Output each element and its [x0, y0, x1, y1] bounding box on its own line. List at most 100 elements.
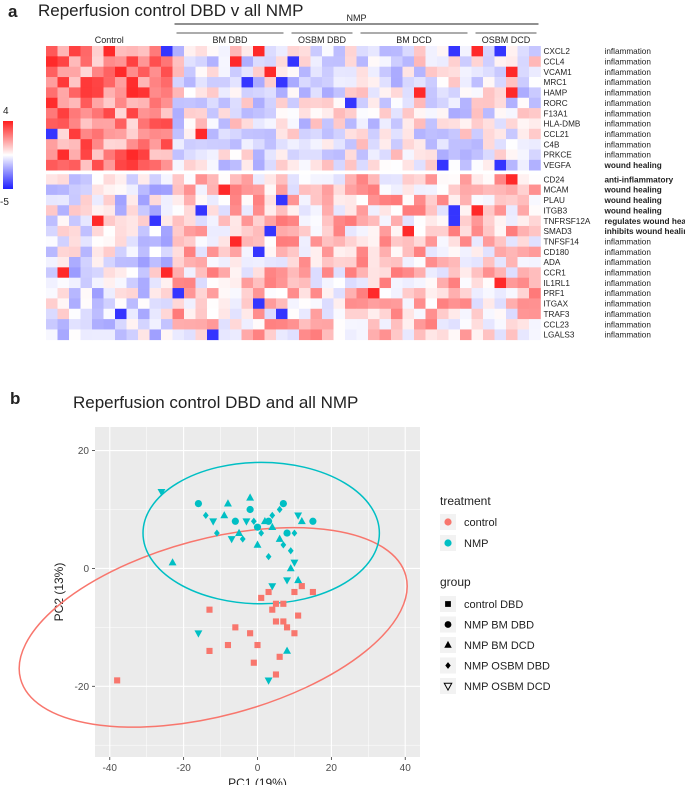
- heatmap-cell: [103, 215, 116, 227]
- heatmap-cell: [92, 288, 104, 299]
- point-nmp-bm-dcd: [297, 516, 306, 525]
- heatmap-cell: [299, 159, 311, 171]
- heatmap-cell: [276, 298, 288, 310]
- heatmap-cell: [161, 184, 173, 196]
- heatmap-cell: [299, 236, 311, 247]
- point-control-dbd: [232, 624, 239, 631]
- heatmap-cell: [517, 108, 530, 119]
- heatmap-cell: [207, 246, 219, 258]
- heatmap-cell: [448, 87, 461, 99]
- gene-label: LGALS3: [544, 331, 575, 340]
- heatmap-cell: [218, 108, 231, 119]
- heatmap-cell: [92, 77, 104, 88]
- legend-group-marker: [445, 662, 451, 669]
- heatmap-cell: [437, 308, 449, 320]
- point-nmp-bm-dbd: [194, 500, 203, 508]
- heatmap-cell: [310, 205, 323, 216]
- heatmap-cell: [207, 97, 219, 109]
- heatmap-cell: [230, 308, 242, 320]
- heatmap-cell: [310, 246, 323, 258]
- heatmap-cell: [207, 215, 219, 227]
- heatmap-cell: [253, 184, 265, 196]
- heatmap-cell: [80, 184, 93, 196]
- heatmap-cell: [402, 46, 415, 57]
- heatmap-cell: [264, 329, 277, 341]
- point-nmp-osbm-dbd: [287, 547, 294, 555]
- heatmap-cell: [218, 215, 231, 227]
- heatmap-cell: [414, 97, 426, 109]
- heatmap-cell: [57, 56, 70, 67]
- heatmap-cell: [126, 118, 139, 130]
- heatmap-cell: [356, 97, 369, 109]
- heatmap-cell: [103, 308, 116, 320]
- heatmap-cell: [230, 66, 242, 78]
- heatmap-cell: [161, 118, 173, 130]
- point-nmp-osbm-dcd: [290, 559, 299, 567]
- heatmap-cell: [391, 236, 403, 247]
- function-label: wound healing: [604, 186, 662, 195]
- heatmap-cell: [264, 194, 277, 206]
- heatmap-cell: [80, 215, 93, 227]
- heatmap-cell: [333, 267, 346, 278]
- heatmap-cell: [230, 288, 242, 299]
- heatmap-cell: [471, 174, 484, 185]
- heatmap-cell: [69, 225, 81, 237]
- heatmap-cell: [80, 139, 93, 150]
- heatmap-cell: [448, 97, 461, 109]
- heatmap-cell: [92, 205, 104, 216]
- heatmap-cell: [264, 56, 277, 67]
- heatmap-cell: [356, 215, 369, 227]
- heatmap-cell: [276, 277, 288, 289]
- heatmap-cell: [333, 128, 346, 140]
- heatmap-cell: [241, 308, 254, 320]
- heatmap-cell: [80, 319, 93, 330]
- function-label: inflammation: [605, 120, 652, 129]
- heatmap-cell: [207, 277, 219, 289]
- heatmap-cell: [425, 46, 438, 57]
- heatmap-cell: [506, 46, 518, 57]
- heatmap-cell: [494, 128, 507, 140]
- heatmap-cell: [253, 277, 265, 289]
- heatmap-cell: [195, 118, 208, 130]
- heatmap-cell: [494, 329, 507, 341]
- heatmap-cell: [414, 118, 426, 130]
- heatmap-cell: [299, 319, 311, 330]
- legend-group-label: NMP BM DCD: [464, 640, 535, 652]
- heatmap-cell: [402, 225, 415, 237]
- function-label: inflammation: [605, 258, 652, 267]
- heatmap-cell: [494, 174, 507, 185]
- heatmap-cell: [345, 139, 357, 150]
- legend-treatment-title: treatment: [440, 494, 491, 508]
- heatmap-cell: [299, 184, 311, 196]
- heatmap-cell: [483, 174, 495, 185]
- heatmap-cell: [161, 288, 173, 299]
- heatmap-cell: [69, 77, 81, 88]
- heatmap-cell: [494, 66, 507, 78]
- heatmap-cell: [391, 184, 403, 196]
- heatmap-cell: [460, 205, 472, 216]
- heatmap-cell: [161, 236, 173, 247]
- heatmap-cell: [46, 128, 58, 140]
- heatmap-cell: [115, 277, 127, 289]
- point-control-dbd: [114, 677, 121, 684]
- heatmap-cell: [379, 108, 392, 119]
- heatmap-cell: [345, 184, 357, 196]
- heatmap-cell: [483, 159, 495, 171]
- heatmap-cell: [241, 97, 254, 109]
- heatmap-cell: [161, 319, 173, 330]
- heatmap-cell: [402, 77, 415, 88]
- heatmap-cell: [161, 225, 173, 237]
- heatmap-cell: [517, 246, 530, 258]
- heatmap-cell: [218, 225, 231, 237]
- heatmap-cell: [149, 118, 162, 130]
- heatmap-cell: [184, 87, 196, 99]
- heatmap-cell: [483, 149, 495, 161]
- heatmap-cell: [471, 149, 484, 161]
- heatmap-cell: [287, 174, 300, 185]
- gene-label: ITGB3: [544, 206, 568, 215]
- heatmap-cell: [264, 205, 277, 216]
- heatmap-cell: [207, 128, 219, 140]
- heatmap-cell: [529, 308, 541, 320]
- heatmap-cell: [149, 149, 162, 161]
- heatmap-cell: [138, 267, 150, 278]
